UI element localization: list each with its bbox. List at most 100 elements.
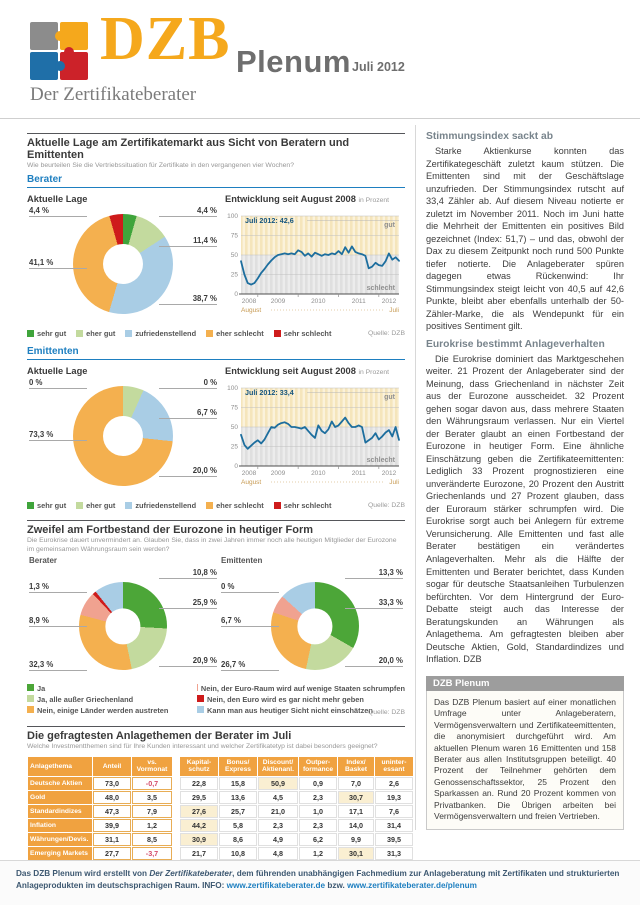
section-subtitle: Wie beurteilen Sie die Vertriebssituatio… (27, 162, 294, 169)
cell-value: 44,2 (180, 818, 218, 832)
cell-value: 10,8 (219, 846, 257, 860)
row-label: Standardindizes (28, 804, 92, 818)
legend-item: zufriedenstellend (125, 501, 196, 510)
divider (27, 726, 405, 728)
donut-ring (73, 214, 173, 315)
cell-value: 0,9 (299, 776, 337, 790)
cell-value: 30,7 (338, 790, 374, 804)
table-row: Währungen/Devis. 31,1 8,5 30,9 8,6 4,9 6,2 9,9 3… (28, 832, 413, 846)
footer-segment: , dem führenden unabhängigen Fachmedium … (16, 869, 620, 891)
row-label: Deutsche Aktien (28, 776, 92, 790)
svg-text:50: 50 (231, 425, 239, 432)
legend-label: Nein, der Euro-Raum wird auf wenige Staa… (200, 684, 405, 694)
row-label: Emerging Markets (28, 846, 92, 860)
euro-berater-donut-chart: Berater 1,3 % 8,9 % 32,3 % 10,8 % 25,9 %… (27, 556, 219, 680)
source-label: Quelle: DZB (367, 330, 405, 338)
legend-label: eher gut (86, 501, 116, 511)
svg-text:August: August (241, 307, 261, 314)
donut-label: 41,1 % (29, 258, 88, 270)
table-row: Emerging Markets 27,7 -3,7 21,7 10,8 4,8 1,2 30… (28, 846, 413, 860)
donut-ring (271, 582, 359, 671)
svg-text:Juli 2012: 33,4: Juli 2012: 33,4 (245, 388, 294, 397)
cell-value: 4,8 (258, 846, 298, 860)
legend-color-key (125, 330, 133, 338)
donut-group-label: Berater (29, 556, 58, 566)
legend-color-key (197, 695, 204, 703)
section-subtitle: Welche Investmentthemen sind für Ihre Ku… (27, 743, 378, 751)
chart-title: Entwicklung seit August 2008 in Prozent (225, 194, 390, 205)
svg-text:2011: 2011 (352, 298, 366, 305)
section-title: Aktuelle Lage am Zertifikatemarkt aus Si… (27, 137, 350, 161)
row-label: Währungen/Devis. (28, 832, 92, 846)
legend-label: sehr gut (37, 329, 67, 339)
cell-vs-vormonat: -3,7 (132, 846, 172, 860)
masthead: DZB Plenum Juli 2012 Der Zertifikatebera… (0, 0, 640, 119)
svg-text:0: 0 (234, 464, 238, 471)
table-row: Deutsche Aktien 73,0 -0,7 22,8 15,8 50,9 0,9 7,… (28, 776, 413, 790)
cell-value: 21,0 (258, 804, 298, 818)
legend-item: sehr schlecht (273, 501, 332, 511)
column-header: Outper- formance (299, 756, 337, 776)
donut-group-label: Emittenten (221, 556, 263, 566)
section-sentiment: Aktuelle Lage am Zertifikatemarkt aus Si… (27, 133, 405, 510)
donut-label: 33,3 % (344, 598, 404, 610)
cell-anteil: 48,0 (93, 790, 131, 804)
chart-title: Aktuelle Lage (27, 366, 88, 377)
article-paragraph-1: Starke Aktienkurse konnten das Zertifika… (426, 146, 624, 332)
donut-label: 4,4 % (29, 206, 87, 218)
donut-label: 20,0 % (158, 466, 218, 478)
table-row: Inflation 39,9 1,2 44,2 5,8 2,3 2,3 14,0 31,4 (28, 818, 413, 832)
logo-acronym: DZB (100, 5, 231, 73)
table-row: Standardindizes 47,3 7,9 27,6 25,7 21,0 1,0 17,… (28, 804, 413, 818)
legend-label: Nein, den Euro wird es gar nicht mehr ge… (207, 695, 364, 705)
legend-color-key (76, 502, 84, 510)
donut-label: 6,7 % (159, 408, 217, 420)
svg-text:2009: 2009 (271, 470, 286, 477)
donut-label: 0 % (29, 378, 89, 390)
svg-text:2010: 2010 (311, 470, 326, 477)
footer-link-2[interactable]: www.zertifikateberater.de/plenum (347, 881, 477, 891)
chart-title: Entwicklung seit August 2008 in Prozent (225, 366, 390, 377)
donut-label: 32,3 % (29, 660, 88, 672)
legend-label: sehr schlecht (283, 501, 332, 511)
sentiment-legend-emittenten: sehr gut eher gut zufriedenstellend eher sc… (27, 501, 405, 510)
puzzle-piece-blue (30, 52, 58, 80)
divider (27, 133, 405, 134)
legend-item: eher gut (76, 501, 115, 510)
donut-label: 1,3 % (29, 582, 87, 594)
cell-value: 7,6 (375, 804, 413, 818)
legend-label: sehr schlecht (283, 329, 332, 339)
donut-label: 11,4 % (159, 236, 217, 248)
svg-text:August: August (241, 479, 261, 486)
column-header: Anlagethema (28, 756, 92, 776)
svg-text:25: 25 (231, 272, 239, 279)
donut-label: 38,7 % (158, 294, 218, 306)
cell-value: 2,3 (258, 818, 298, 832)
footer-link-1[interactable]: www.zertifikateberater.de (226, 881, 326, 891)
svg-text:100: 100 (227, 214, 238, 221)
footer-segment: Das (16, 869, 34, 878)
donut-label: 6,7 % (221, 616, 279, 628)
cell-anteil: 47,3 (93, 804, 131, 818)
puzzle-knob (55, 61, 65, 71)
cell-value: 30,1 (338, 846, 374, 860)
legend-item: Kann man aus heutiger Sicht nicht einsch… (197, 706, 405, 715)
donut-label: 0 % (157, 378, 218, 390)
cell-vs-vormonat: 8,5 (132, 832, 172, 846)
table-gap (173, 833, 179, 846)
donut-label: 73,3 % (29, 430, 88, 442)
divider (27, 520, 405, 522)
svg-text:25: 25 (231, 444, 239, 451)
cell-value: 31,4 (375, 818, 413, 832)
cell-anteil: 39,9 (93, 818, 131, 832)
table-gap (173, 757, 179, 776)
cell-value: 4,9 (258, 832, 298, 846)
legend-item: eher gut (76, 329, 115, 338)
chart-title: Aktuelle Lage (27, 194, 88, 205)
euro-berater-block: Berater 1,3 % 8,9 % 32,3 % 10,8 % 25,9 %… (27, 556, 219, 680)
legend-color-key (27, 695, 34, 703)
cell-value: 2,3 (299, 790, 337, 804)
donut-label: 4,4 % (159, 206, 217, 218)
donut-label: 26,7 % (221, 660, 280, 672)
svg-text:75: 75 (231, 233, 239, 240)
